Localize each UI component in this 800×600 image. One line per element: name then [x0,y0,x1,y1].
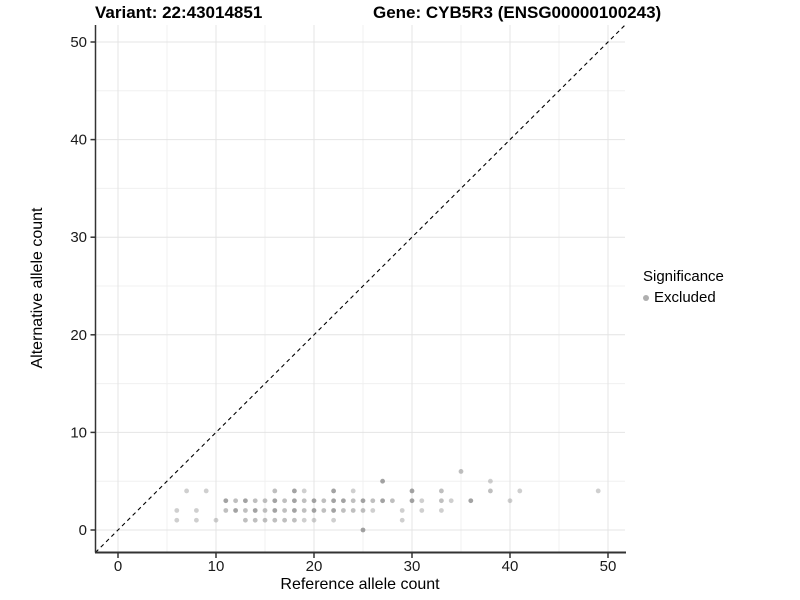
data-point [331,498,336,504]
data-point [331,488,336,494]
data-point [282,498,287,504]
data-point [488,478,493,484]
data-point [517,488,523,494]
gene-title: Gene: CYB5R3 (ENSG00000100243) [373,3,662,22]
y-tick-label: 40 [70,132,87,149]
data-point [390,498,395,504]
data-point [223,498,229,504]
data-point [292,488,297,494]
data-point [360,508,366,513]
data-point [439,488,444,494]
data-point [488,488,493,494]
data-point [419,508,425,513]
data-point [350,488,356,494]
y-axis-title: Alternative allele count [29,207,46,369]
legend: Significance Excluded [643,268,724,306]
data-point [213,517,219,523]
legend-item-label: Excluded [654,289,716,306]
data-point [360,527,366,533]
data-point [341,498,346,504]
data-point [282,517,287,523]
data-point [311,517,317,523]
data-point [282,508,287,513]
data-point [194,508,199,513]
data-point [203,488,209,494]
data-point [350,508,356,513]
data-point [252,498,258,504]
data-point [233,498,239,504]
data-point [507,498,513,504]
data-point [439,508,444,513]
data-point [243,508,248,513]
y-tick-label: 20 [70,327,87,344]
data-point [360,498,366,504]
data-point [301,498,307,504]
data-point [243,517,248,523]
data-point [380,478,385,484]
legend-title: Significance [643,268,724,285]
data-point [331,517,336,523]
data-point [448,498,454,504]
x-axis-title: Reference allele count [280,576,440,593]
data-point [380,498,385,504]
data-point [399,517,405,523]
data-point [595,488,601,494]
data-point [252,517,258,523]
data-point [174,517,180,523]
x-tick-label: 30 [404,558,421,575]
y-tick-label: 50 [70,34,87,51]
data-point [272,498,278,504]
data-point [301,517,307,523]
y-tick-label: 30 [70,229,87,246]
y-tick-label: 10 [70,424,87,441]
data-point [184,488,190,494]
data-point [301,508,307,513]
data-point [262,498,268,504]
data-point [272,517,278,523]
data-point [262,508,268,513]
data-point [321,498,327,504]
data-point [292,508,297,513]
data-point [409,498,415,504]
data-point [292,517,297,523]
data-point [252,508,258,513]
data-point [194,517,199,523]
x-tick-label: 20 [306,558,323,575]
data-point [311,498,317,504]
data-point [243,498,248,504]
data-point [439,498,444,504]
data-point [370,498,376,504]
data-point [341,508,346,513]
data-point [370,508,376,513]
data-point [311,508,317,513]
data-point [399,508,405,513]
variant-title: Variant: 22:43014851 [95,3,263,22]
x-tick-label: 10 [208,558,225,575]
data-point [458,469,464,474]
data-point [301,488,307,494]
legend-item-excluded: Excluded [643,289,724,306]
excluded-point-icon [643,294,649,301]
x-tick-label: 0 [114,558,122,575]
data-point [272,508,278,513]
x-tick-label: 50 [600,558,617,575]
data-point [321,508,327,513]
data-point [223,508,229,513]
x-tick-label: 40 [502,558,519,575]
data-point [272,488,278,494]
data-point [468,498,474,504]
data-point [233,508,239,513]
data-point [409,488,415,494]
y-tick-label: 0 [79,522,87,539]
data-point [262,517,268,523]
data-point [174,508,180,513]
data-point [331,508,336,513]
data-point [292,498,297,504]
data-point [350,498,356,504]
data-point [419,498,425,504]
identity-line [95,24,626,553]
